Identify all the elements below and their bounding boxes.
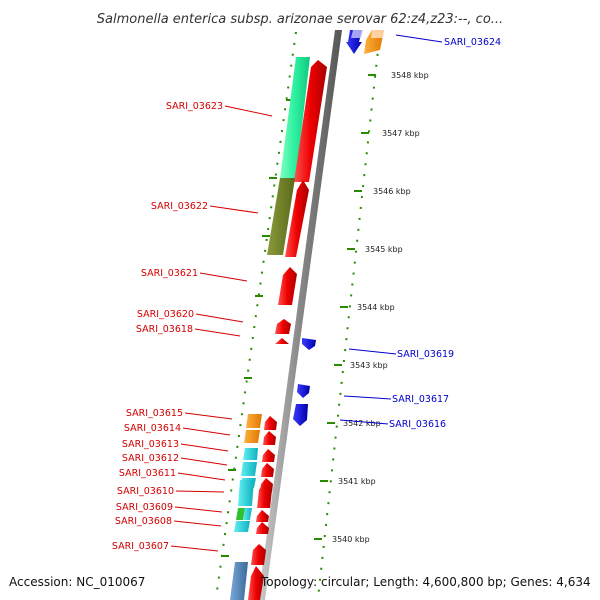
gene-label-SARI_03607[interactable]: SARI_03607 [112, 541, 169, 552]
gene-label-SARI_03612[interactable]: SARI_03612 [122, 453, 179, 464]
kbp-scale: 3548 kbp 3547 kbp 3546 kbp 3545 kbp 3544… [332, 71, 429, 544]
gene-label-SARI_03609[interactable]: SARI_03609 [116, 502, 173, 513]
gene-label-SARI_03620[interactable]: SARI_03620 [137, 309, 194, 320]
kbp-label: 3546 kbp [373, 187, 411, 196]
topology-text: Topology: circular; Length: 4,600,800 bp… [260, 575, 591, 589]
genome-backbone [258, 30, 342, 600]
gene-label-SARI_03623[interactable]: SARI_03623 [166, 101, 223, 112]
kbp-label: 3540 kbp [332, 535, 370, 544]
gene-label-SARI_03613[interactable]: SARI_03613 [122, 439, 179, 450]
gene-SARI_03613[interactable] [243, 448, 275, 462]
kbp-label: 3544 kbp [357, 303, 395, 312]
gene-SARI_03622[interactable] [267, 178, 309, 257]
forward-gene-labels: SARI_03623 SARI_03622 SARI_03621 SARI_03… [112, 101, 223, 552]
gene-SARI_03617[interactable] [297, 384, 310, 398]
gene-SARI_03615[interactable] [246, 414, 277, 430]
gene-SARI_03608[interactable] [234, 521, 269, 534]
reverse-label-connectors [339, 34, 443, 425]
kbp-label: 3543 kbp [350, 361, 388, 370]
gene-SARI_03621[interactable] [278, 267, 297, 305]
gene-label-SARI_03622[interactable]: SARI_03622 [151, 201, 208, 212]
gene-label-SARI_03611[interactable]: SARI_03611 [119, 468, 176, 479]
kbp-label: 3545 kbp [365, 245, 403, 254]
reverse-gene-labels: SARI_03624 SARI_03619 SARI_03617 SARI_03… [389, 37, 501, 430]
gene-label-SARI_03610[interactable]: SARI_03610 [117, 486, 174, 497]
gene-bottom-partial [230, 562, 264, 600]
gene-SARI_03620[interactable] [275, 319, 291, 334]
gene-label-SARI_03615[interactable]: SARI_03615 [126, 408, 183, 419]
gene-label-SARI_03617[interactable]: SARI_03617 [392, 394, 449, 405]
gene-SARI_03623[interactable] [280, 57, 327, 182]
gene-SARI_03610[interactable] [238, 480, 272, 508]
gene-SARI_03619[interactable] [302, 338, 316, 350]
gene-SARI_03618[interactable] [275, 338, 289, 344]
map-title: Salmonella enterica subsp. arizonae sero… [97, 12, 503, 27]
accession-text: Accession: NC_010067 [9, 575, 145, 589]
gene-label-SARI_03618[interactable]: SARI_03618 [136, 324, 193, 335]
gene-label-SARI_03614[interactable]: SARI_03614 [124, 423, 181, 434]
gene-SARI_03609[interactable] [236, 508, 269, 522]
gene-SARI_03614[interactable] [244, 430, 276, 445]
gene-label-SARI_03619[interactable]: SARI_03619 [397, 349, 454, 360]
gene-SARI_03612[interactable] [241, 462, 274, 477]
kbp-label: 3547 kbp [382, 129, 420, 138]
left-ruler [215, 31, 297, 599]
gene-SARI_03616[interactable] [293, 404, 308, 426]
gene-label-SARI_03616[interactable]: SARI_03616 [389, 419, 446, 430]
gene-SARI_03607[interactable] [251, 544, 266, 565]
kbp-label: 3548 kbp [391, 71, 429, 80]
forward-label-connectors [170, 105, 273, 552]
ruler-major-ticks [221, 74, 376, 557]
gene-label-SARI_03624[interactable]: SARI_03624 [444, 37, 501, 48]
gene-SARI_03624[interactable] [346, 30, 384, 54]
gene-label-SARI_03608[interactable]: SARI_03608 [115, 516, 172, 527]
right-ruler [317, 31, 381, 599]
kbp-label: 3541 kbp [338, 477, 376, 486]
kbp-label: 3542 kbp [343, 419, 381, 428]
gene-label-SARI_03621[interactable]: SARI_03621 [141, 268, 198, 279]
